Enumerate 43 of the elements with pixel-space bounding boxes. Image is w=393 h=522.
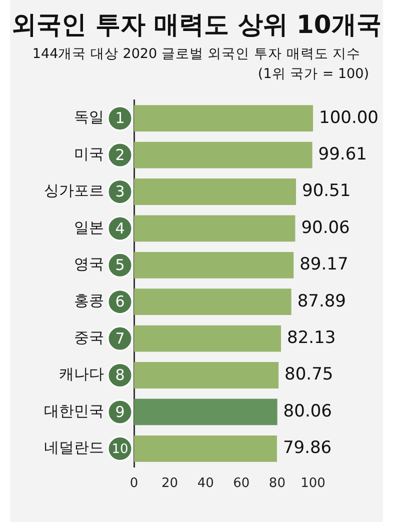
y-tick-label: 네덜란드 — [44, 438, 104, 457]
data-label: 100.00 — [319, 108, 378, 128]
y-tick-label: 영국 — [74, 255, 104, 274]
bar — [134, 398, 278, 426]
data-label: 90.06 — [301, 218, 350, 238]
x-tick-label: 100 — [300, 476, 326, 492]
annotation: 4 — [115, 219, 125, 238]
annotation: 2 — [115, 146, 125, 164]
annotation: 8 — [115, 366, 125, 384]
y-tick-label: 중국 — [74, 328, 104, 346]
y-tick-label: 일본 — [74, 218, 104, 236]
annotation: 6 — [115, 292, 125, 311]
text: (1위 국가 = 100) — [256, 65, 369, 83]
bar — [134, 215, 296, 242]
annotation: 1 — [115, 109, 125, 128]
data-label: 90.51 — [302, 181, 351, 202]
data-label: 79.86 — [282, 438, 332, 458]
x-tick-label: 20 — [162, 476, 178, 492]
x-tick-label: 60 — [233, 476, 250, 492]
annotation: 10 — [112, 442, 128, 458]
x-tick-label: 0 — [130, 476, 138, 492]
annotation: 7 — [115, 329, 125, 348]
data-label: 80.75 — [284, 364, 334, 385]
chart-subtitle: 144개국 대상 2020 글로벌 외국인 투자 매력도 지수 — [31, 45, 362, 63]
data-label: 89.17 — [300, 254, 348, 275]
y-tick-label: 홍콩 — [74, 292, 104, 310]
annotation: 5 — [115, 256, 125, 274]
y-tick-label: 독일 — [74, 108, 104, 126]
x-tick-label: 40 — [197, 476, 214, 492]
y-tick-label: 대한민국 — [44, 402, 104, 420]
bar — [134, 142, 312, 168]
data-label: 82.13 — [287, 328, 336, 348]
y-tick-label: 미국 — [74, 144, 104, 163]
data-label: 87.89 — [297, 291, 346, 312]
x-tick-label: 80 — [268, 476, 286, 492]
chart-title: 외국인 투자 매력도 상위 10개국 — [10, 9, 382, 41]
y-tick-label: 캐나다 — [59, 365, 104, 384]
y-tick-label: 싱가포르 — [44, 182, 104, 200]
annotation: 3 — [115, 182, 125, 201]
bar — [134, 325, 282, 352]
annotation: 9 — [115, 402, 125, 421]
data-label: 99.61 — [318, 144, 367, 164]
data-label: 80.06 — [283, 401, 332, 422]
